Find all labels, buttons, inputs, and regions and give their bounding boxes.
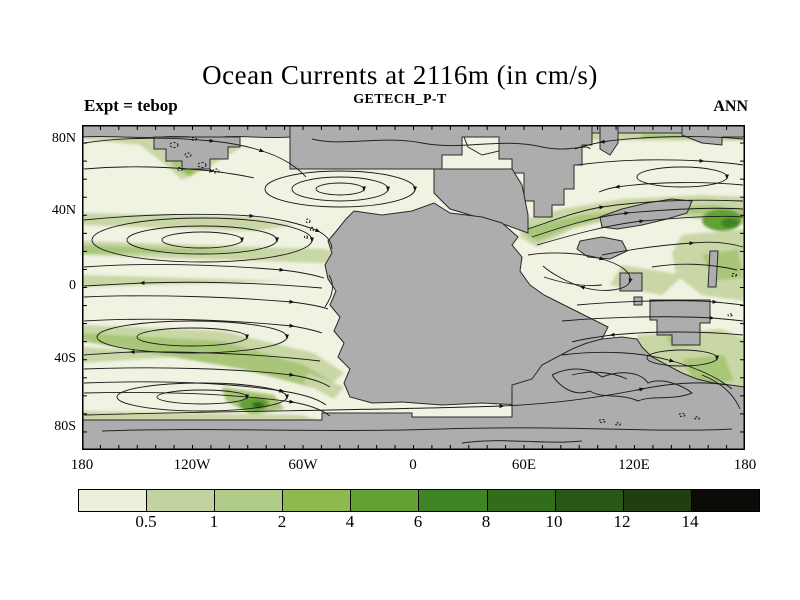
x-tick-label: 180 — [733, 457, 757, 473]
y-tick-label: 0 — [69, 278, 76, 293]
map-figure — [81, 124, 746, 451]
colorbar-segment — [555, 490, 624, 511]
x-tick-label: 180 — [70, 457, 94, 473]
colorbar-tick-label: 6 — [413, 512, 423, 531]
colorbar-tick-label: 1 — [209, 512, 219, 531]
colorbar-tick-label: 8 — [481, 512, 491, 531]
colorbar-segment — [419, 490, 488, 511]
map-plot-area — [81, 124, 746, 451]
season-label: ANN — [713, 98, 748, 115]
y-tick-label: 80N — [51, 131, 76, 146]
colorbar-tick-label: 14 — [681, 512, 699, 531]
x-tick-label: 120E — [618, 457, 650, 473]
x-tick-label: 60E — [511, 457, 537, 473]
colorbar-tick-label: 12 — [613, 512, 631, 531]
y-tick-label: 40S — [54, 351, 76, 366]
experiment-label: Expt = tebop — [84, 96, 178, 115]
colorbar-segment — [351, 490, 420, 511]
colorbar-tick-label: 10 — [545, 512, 563, 531]
colorbar-segment — [79, 490, 148, 511]
x-tick-label: 60W — [288, 457, 318, 473]
colorbar-segment — [147, 490, 216, 511]
colorbar-tick-label: 4 — [345, 512, 355, 531]
figure-subtitle: GETECH_P-T — [353, 92, 447, 107]
land-layer — [81, 124, 746, 451]
colorbar-segment — [283, 490, 352, 511]
y-tick-label: 80S — [54, 419, 76, 434]
colorbar-tick-label: 0.5 — [135, 512, 157, 531]
map-frame — [82, 125, 745, 450]
x-tick-label: 120W — [173, 457, 211, 473]
colorbar — [78, 489, 760, 512]
colorbar-segment — [487, 490, 556, 511]
colorbar-segment — [215, 490, 284, 511]
colorbar-tick-label: 2 — [277, 512, 287, 531]
colorbar-segment — [691, 490, 759, 511]
x-tick-label: 0 — [409, 457, 417, 473]
y-tick-label: 40N — [51, 203, 76, 218]
streamline-layer — [83, 136, 744, 417]
colorbar-segment — [623, 490, 692, 511]
figure-title: Ocean Currents at 2116m (in cm/s) — [202, 60, 598, 90]
